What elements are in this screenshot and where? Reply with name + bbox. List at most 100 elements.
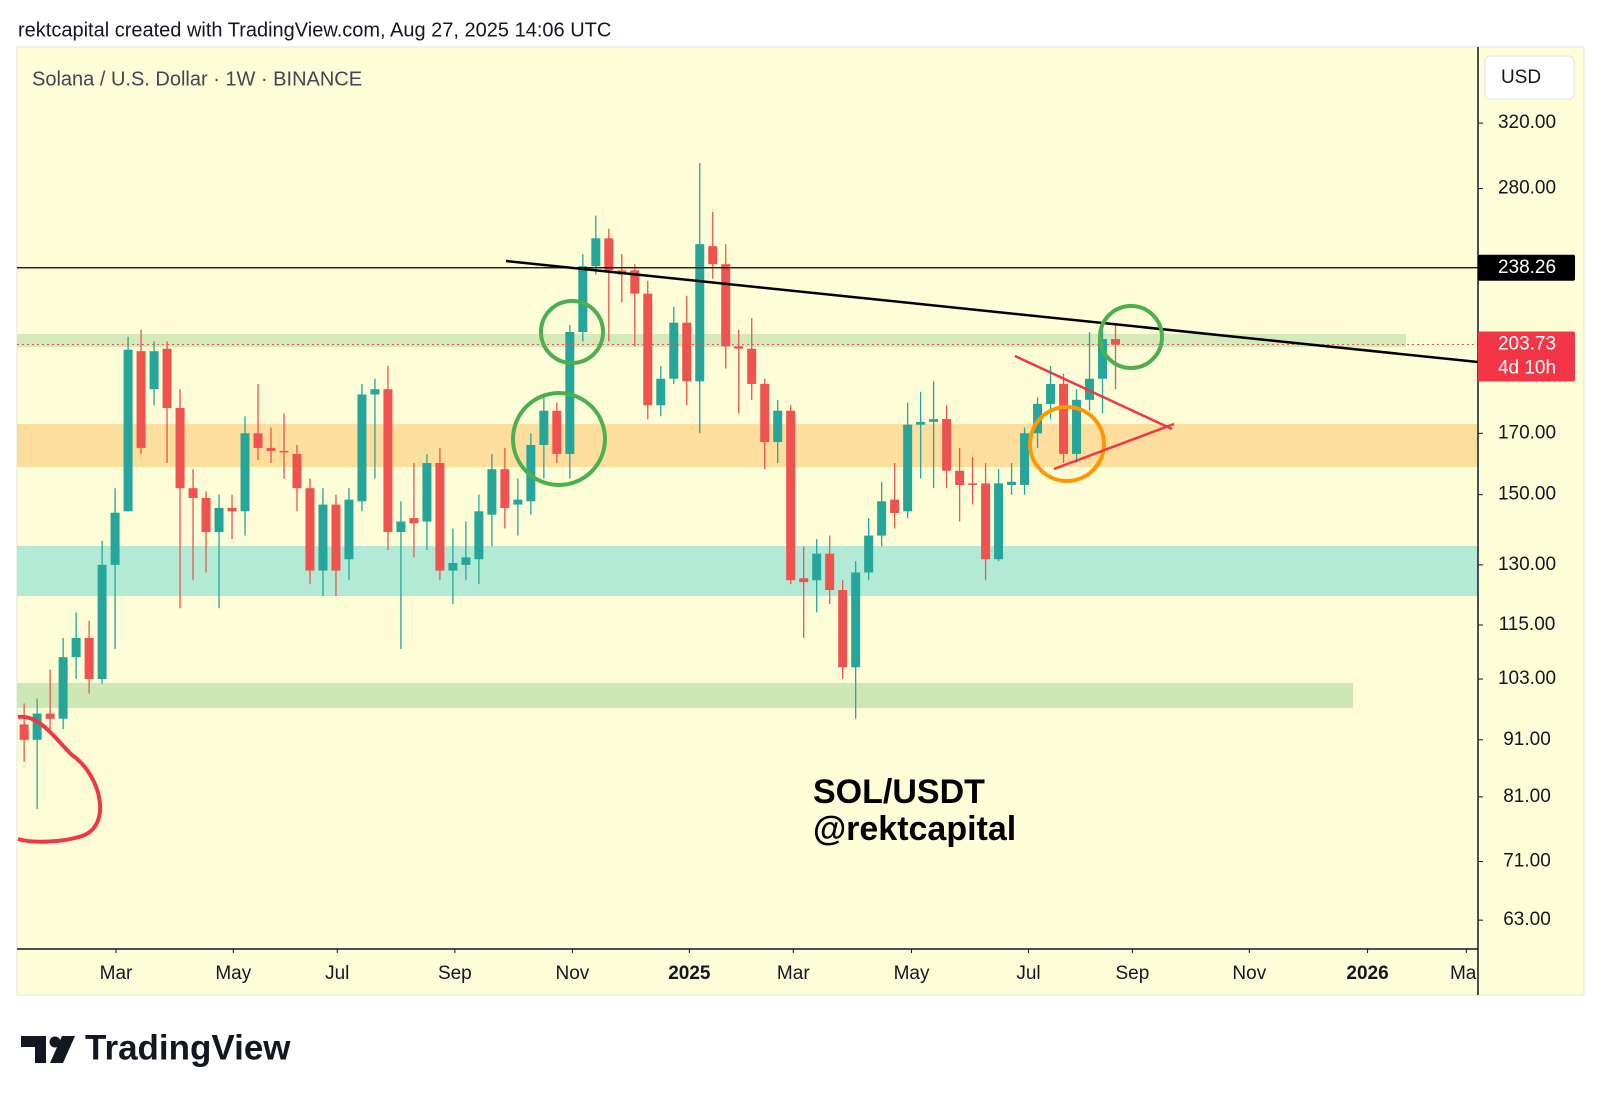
y-tick-label: 71.00 xyxy=(1503,851,1551,872)
candle-body xyxy=(734,346,744,349)
candle-body xyxy=(71,637,81,658)
candle-body xyxy=(344,499,354,560)
candle-body xyxy=(266,447,276,451)
candle-body xyxy=(1007,481,1017,485)
x-tick-label: Sep xyxy=(1115,963,1149,984)
candle-body xyxy=(591,238,601,267)
candle-body xyxy=(188,488,198,498)
logo-text: TradingView xyxy=(85,1028,291,1067)
candle-body xyxy=(903,424,913,512)
x-tick-label: Jul xyxy=(1016,963,1040,984)
candle-body xyxy=(292,453,302,489)
candle-body xyxy=(825,553,835,591)
candle-body xyxy=(487,469,497,515)
y-tick-label: 280.00 xyxy=(1498,178,1556,199)
zone xyxy=(17,683,1353,708)
candle-body xyxy=(968,483,978,485)
countdown-label: 4d 10h xyxy=(1498,358,1556,379)
candle-body xyxy=(916,421,926,425)
candle-body xyxy=(500,469,510,508)
annotation: @rektcapital xyxy=(813,810,1016,848)
y-tick-label: 81.00 xyxy=(1503,786,1551,807)
x-tick-label: Nov xyxy=(556,963,590,984)
candle-body xyxy=(318,504,328,571)
candle-body xyxy=(19,724,29,740)
candle-body xyxy=(370,389,380,395)
x-tick-label: Nov xyxy=(1232,963,1266,984)
candle-body xyxy=(630,270,640,294)
y-tick-label: 150.00 xyxy=(1498,484,1556,505)
candle-body xyxy=(786,410,796,581)
annotation: SOL/USDT xyxy=(813,773,985,811)
candle-body xyxy=(578,266,588,333)
logo-shape xyxy=(50,1036,75,1063)
candle-body xyxy=(760,383,770,443)
candle-body xyxy=(539,410,549,445)
candle-body xyxy=(877,501,887,536)
candle-body xyxy=(682,322,692,382)
x-tick-label: May xyxy=(215,963,251,984)
candle-body xyxy=(84,637,94,680)
highlight-circle xyxy=(1028,405,1106,483)
candle-body xyxy=(1111,339,1121,345)
candle-body xyxy=(851,572,861,668)
trend-line xyxy=(505,259,1478,364)
candle-body xyxy=(305,488,315,571)
drawings xyxy=(17,259,1478,844)
candle-body xyxy=(331,504,341,571)
candle-body xyxy=(357,394,367,502)
chart-title: Solana / U.S. Dollar · 1W · BINANCE xyxy=(32,68,362,90)
candle-body xyxy=(409,518,419,524)
candle-body xyxy=(396,521,406,533)
zone xyxy=(17,546,1478,596)
currency-label[interactable]: USD xyxy=(1501,67,1541,88)
candle-body xyxy=(773,410,783,443)
candle-body xyxy=(864,535,874,573)
x-tick-label: Mar xyxy=(100,963,133,984)
x-tick-label: 2025 xyxy=(668,963,711,984)
candle-body xyxy=(747,348,757,384)
candle-body xyxy=(1046,383,1056,404)
candle-body xyxy=(812,553,822,581)
y-tick-label: 63.00 xyxy=(1503,909,1551,930)
candle-body xyxy=(643,293,653,406)
zone xyxy=(17,334,1406,347)
last-price-box xyxy=(1478,331,1575,382)
last-price-label: 203.73 xyxy=(1498,334,1556,355)
candle-body xyxy=(383,389,393,533)
candle-body xyxy=(656,378,666,406)
candle-body xyxy=(32,713,42,740)
y-tick-label: 103.00 xyxy=(1498,668,1556,689)
currency-button[interactable] xyxy=(1484,55,1575,100)
candle-body xyxy=(149,351,159,390)
candle-body xyxy=(45,713,55,719)
candle-body xyxy=(1059,383,1069,454)
candle-body xyxy=(422,463,432,522)
candle-body xyxy=(1072,399,1082,454)
candle-body xyxy=(435,463,445,571)
grid: 320.00 280.00 170.00 150.00 130.00 115.00 103.… xyxy=(100,112,1556,984)
candle-body xyxy=(604,238,614,271)
scribble xyxy=(17,714,102,844)
candle-body xyxy=(708,246,718,265)
candle-body xyxy=(97,564,107,680)
x-tick-label: Mar xyxy=(777,963,810,984)
y-tick-label: 170.00 xyxy=(1498,422,1556,443)
x-tick-labels: Mar May Jul Sep Nov 2025 Mar May Jul Sep Nov 2026 Ma… xyxy=(100,949,1478,984)
level-label-box xyxy=(1478,254,1575,281)
candle-body xyxy=(58,657,68,719)
chart-frame xyxy=(16,46,1585,996)
y-tick-label: 115.00 xyxy=(1499,614,1556,635)
header: rektcapital created with TradingView.com… xyxy=(18,19,611,41)
candle-body xyxy=(162,348,172,408)
x-tick-label: Sep xyxy=(438,963,472,984)
candle-body xyxy=(669,322,679,379)
logo-icon xyxy=(21,1036,75,1063)
candle-body xyxy=(214,507,224,533)
logo-shape xyxy=(21,1036,46,1063)
highlight-circle xyxy=(539,299,605,365)
highlight-circle xyxy=(1098,304,1164,370)
candle-body xyxy=(695,244,705,382)
highlight-circle xyxy=(511,391,607,487)
